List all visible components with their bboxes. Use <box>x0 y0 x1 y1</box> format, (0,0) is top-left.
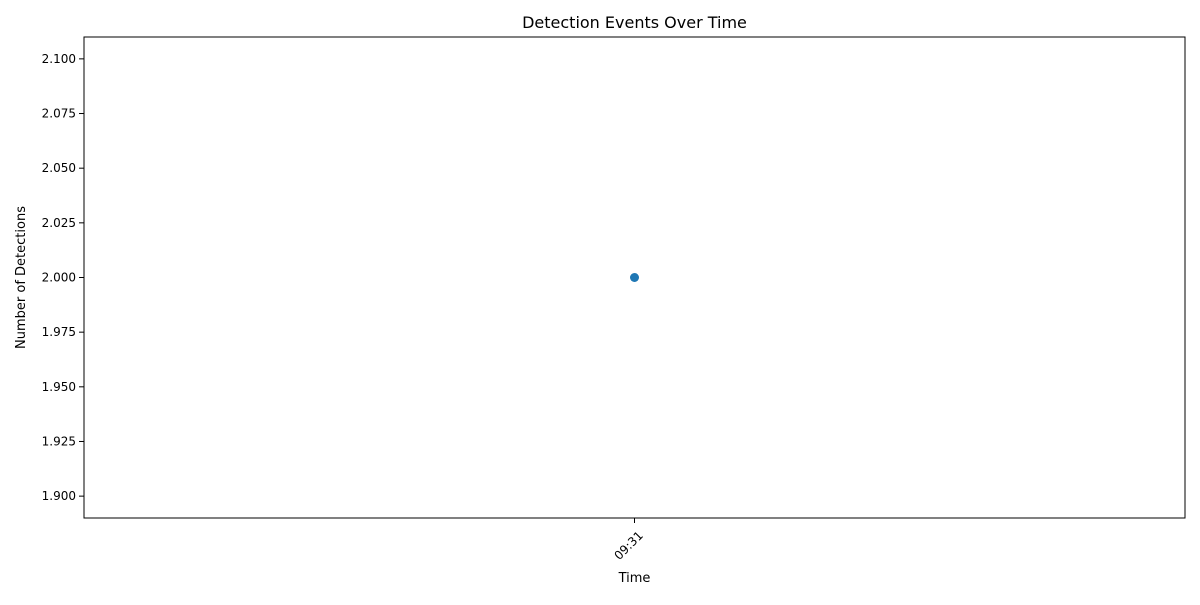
y-tick-label: 2.050 <box>42 161 76 175</box>
y-axis-label: Number of Detections <box>14 206 29 349</box>
plot-frame <box>83 36 1186 519</box>
y-tick-label: 2.075 <box>42 107 76 121</box>
y-tick-label: 1.950 <box>42 380 76 394</box>
y-tick-label: 2.100 <box>42 52 76 66</box>
y-tick-label: 1.975 <box>42 325 76 339</box>
y-axis-ticks: 1.900 1.925 1.950 1.975 2.000 2.025 2.050 2.075… <box>42 52 84 503</box>
y-tick-label: 2.000 <box>42 271 76 285</box>
data-point <box>630 273 639 282</box>
series-layer <box>630 273 639 282</box>
y-tick-label: 2.025 <box>42 216 76 230</box>
chart-title: Detection Events Over Time <box>522 13 747 32</box>
x-axis-label: Time <box>618 571 651 586</box>
y-tick-label: 1.900 <box>42 489 76 503</box>
y-tick-label: 1.925 <box>42 434 76 448</box>
